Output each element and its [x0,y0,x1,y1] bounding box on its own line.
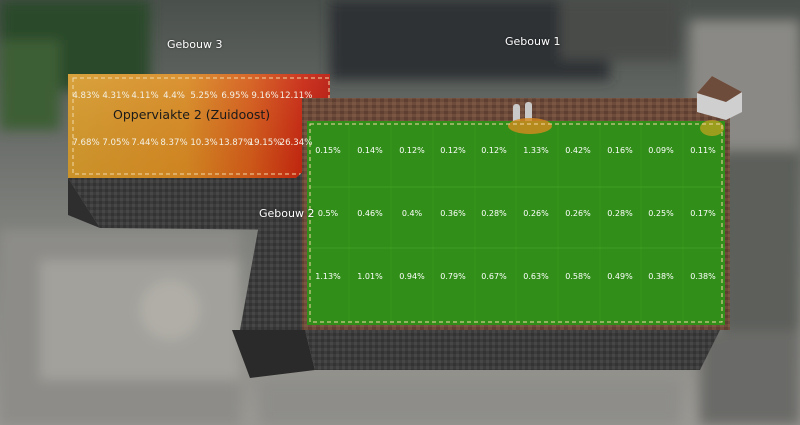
s1-r3-c3: 0.94% [399,272,425,281]
s1-r3-c7: 0.58% [565,272,591,281]
s1-r2-c9: 0.25% [648,209,674,218]
s1-r1-c1: 0.15% [315,146,341,155]
s1-r3-c5: 0.67% [481,272,507,281]
s1-r3-c6: 0.63% [523,272,549,281]
s2-r1-c5: 5.25% [190,91,218,101]
s1-r1-c10: 0.11% [690,146,716,155]
s2-r1-c2: 4.31% [102,91,130,101]
s1-r2-c8: 0.28% [607,209,633,218]
building-label-gebouw-2[interactable]: Gebouw 2 [259,207,315,220]
s1-r1-c7: 0.42% [565,146,591,155]
s1-r2-c6: 0.26% [523,209,549,218]
s2-r1-c3: 4.11% [131,91,159,101]
s2-r1-c1: 4.83% [72,91,100,101]
s1-r1-c6: 1.33% [523,146,549,155]
s2-r1-c7: 9.16% [251,91,279,101]
s1-r1-c2: 0.14% [357,146,383,155]
s1-r2-c2: 0.46% [357,209,383,218]
s1-r3-c2: 1.01% [357,272,383,281]
s1-r3-c1: 1.13% [315,272,341,281]
s1-r1-c3: 0.12% [399,146,425,155]
s2-r2-c6: 13.87% [218,138,252,148]
s1-r3-c10: 0.38% [690,272,716,281]
s1-r2-c3: 0.4% [401,209,423,218]
s2-r2-c1: 7.68% [72,138,100,148]
s2-r2-c4: 8.37% [160,138,188,148]
s1-r2-c10: 0.17% [690,209,716,218]
s1-r2-c1: 0.5% [317,209,339,218]
s1-r1-c8: 0.16% [607,146,633,155]
s2-r1-c4: 4.4% [163,91,185,101]
s1-r2-c5: 0.28% [481,209,507,218]
s1-r3-c8: 0.49% [607,272,633,281]
s1-r3-c4: 0.79% [440,272,466,281]
s1-r2-c7: 0.26% [565,209,591,218]
s2-r1-c6: 6.95% [221,91,249,101]
s2-r2-c5: 10.3% [190,138,218,148]
s1-r1-c4: 0.12% [440,146,466,155]
building-label-gebouw-1[interactable]: Gebouw 1 [505,35,561,48]
s2-r2-c7: 19.15% [248,138,282,148]
s2-r2-c3: 7.44% [131,138,159,148]
building-label-gebouw-3[interactable]: Gebouw 3 [167,38,223,51]
s1-r1-c5: 0.12% [481,146,507,155]
s2-r1-c8: 12.11% [279,91,313,101]
surface-2-title[interactable]: Opperviakte 2 (Zuidoost) [113,107,271,122]
s2-r2-c8: 26.34% [279,138,313,148]
s1-r1-c9: 0.09% [648,146,674,155]
s1-r2-c4: 0.36% [440,209,466,218]
s2-r2-c2: 7.05% [102,138,130,148]
s1-r3-c9: 0.38% [648,272,674,281]
